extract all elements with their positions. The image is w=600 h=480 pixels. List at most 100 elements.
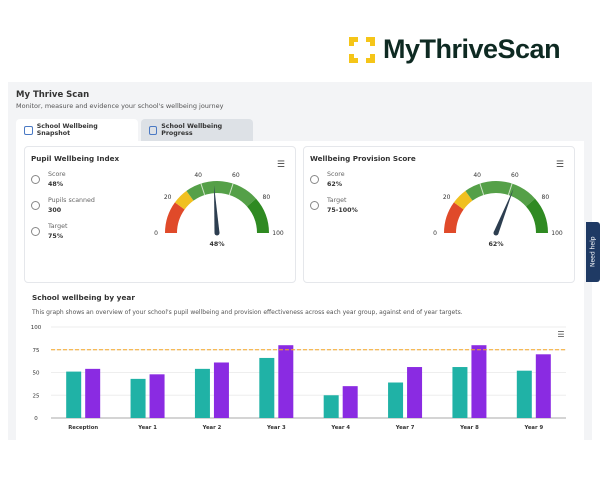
gauge-tick-label: 40 bbox=[473, 172, 481, 179]
calendar-icon bbox=[149, 125, 158, 135]
gauge-pivot bbox=[214, 230, 220, 236]
bar[interactable] bbox=[323, 395, 339, 418]
gauge-tick-label: 80 bbox=[542, 194, 550, 201]
score-icon bbox=[31, 175, 40, 184]
gauge-tick-label: 80 bbox=[263, 194, 271, 201]
x-tick-label: Year 4 bbox=[330, 425, 350, 431]
gauge-tick bbox=[479, 183, 485, 196]
bar[interactable] bbox=[149, 374, 165, 418]
gauge-band bbox=[465, 181, 536, 207]
gauge-band bbox=[526, 198, 548, 233]
gauge-needle bbox=[493, 188, 514, 234]
gauge-tick-label: 60 bbox=[511, 172, 519, 179]
stat-score: Score 48% bbox=[31, 171, 66, 188]
gauge-band bbox=[186, 181, 257, 207]
stat-value: 75-100% bbox=[327, 207, 358, 214]
help-label: Need help bbox=[589, 236, 597, 268]
gauge-tick-label: 0 bbox=[433, 230, 437, 237]
bar-chart: 0 25 50 75 100 Reception Year 1 Year 2 Year 3 Yea… bbox=[31, 325, 566, 431]
bar[interactable] bbox=[388, 382, 404, 418]
user-icon bbox=[31, 201, 40, 210]
stat-value: 300 bbox=[48, 207, 62, 214]
stat-value: 62% bbox=[327, 181, 343, 188]
tab-label: School Wellbeing Progress bbox=[161, 123, 223, 137]
logo-text: MyThriveScan bbox=[383, 34, 561, 64]
gauge-tick bbox=[507, 183, 513, 196]
bar[interactable] bbox=[452, 367, 468, 418]
bar[interactable] bbox=[66, 371, 82, 418]
page-title: My Thrive Scan bbox=[16, 90, 90, 100]
gauge: 0 20 40 60 80 100 48% bbox=[154, 172, 284, 248]
gauge-band bbox=[174, 190, 194, 210]
stat-label: Target bbox=[327, 197, 347, 204]
tab-snapshot[interactable]: School Wellbeing Snapshot bbox=[16, 119, 138, 141]
y-tick-label: 50 bbox=[33, 371, 40, 377]
stat-score: Score 62% bbox=[310, 171, 345, 188]
snapshot-panel: Pupil Wellbeing Index ☰ Score 48% Pupils … bbox=[16, 141, 584, 440]
target-icon bbox=[310, 201, 319, 210]
bar[interactable] bbox=[194, 368, 210, 418]
x-tick-label: Year 8 bbox=[459, 425, 479, 431]
x-tick-label: Year 1 bbox=[137, 425, 157, 431]
gauge-tick-label: 100 bbox=[551, 230, 563, 237]
x-tick-label: Year 3 bbox=[266, 425, 286, 431]
gauge-tick-label: 0 bbox=[154, 230, 158, 237]
chart-title: School wellbeing by year bbox=[32, 293, 135, 302]
gauge-band bbox=[444, 202, 464, 233]
stat-pupils: Pupils scanned 300 bbox=[31, 197, 95, 214]
stat-label: Pupils scanned bbox=[48, 197, 95, 204]
gauge-band bbox=[165, 202, 185, 233]
y-tick-label: 0 bbox=[34, 416, 38, 422]
card-title: Wellbeing Provision Score bbox=[310, 154, 416, 163]
bar[interactable] bbox=[130, 378, 146, 418]
tab-progress[interactable]: School Wellbeing Progress bbox=[141, 119, 253, 141]
bar[interactable] bbox=[516, 370, 532, 418]
need-help-button[interactable]: Need help bbox=[586, 222, 600, 282]
gauge-tick-label: 60 bbox=[232, 172, 240, 179]
tab-label: School Wellbeing Snapshot bbox=[36, 123, 98, 137]
logo: MyThriveScan bbox=[347, 34, 561, 65]
gauge-needle bbox=[213, 185, 220, 234]
bar[interactable] bbox=[213, 362, 229, 418]
x-tick-label: Reception bbox=[68, 425, 98, 431]
score-icon bbox=[310, 175, 319, 184]
provision-score-card: Wellbeing Provision Score ☰ Score 62% Tar… bbox=[303, 146, 575, 283]
year-chart-card: School wellbeing by year This graph show… bbox=[24, 289, 576, 440]
gauge: 0 20 40 60 80 100 62% bbox=[433, 172, 563, 248]
gauge-tick-label: 100 bbox=[272, 230, 284, 237]
bar[interactable] bbox=[535, 354, 551, 418]
x-tick-label: Year 9 bbox=[523, 425, 543, 431]
bar[interactable] bbox=[342, 386, 358, 418]
stat-target: Target 75% bbox=[31, 223, 67, 240]
app-window: My Thrive Scan Monitor, measure and evid… bbox=[8, 82, 592, 440]
target-icon bbox=[31, 227, 40, 236]
stat-label: Score bbox=[327, 171, 345, 178]
pupil-wellbeing-card: Pupil Wellbeing Index ☰ Score 48% Pupils … bbox=[24, 146, 296, 283]
gauge-tick-label: 40 bbox=[194, 172, 202, 179]
gauge-icon bbox=[24, 125, 33, 135]
x-tick-label: Year 7 bbox=[395, 425, 415, 431]
gauge-tick bbox=[200, 183, 206, 196]
gauge-tick-label: 20 bbox=[164, 194, 172, 201]
menu-icon[interactable]: ☰ bbox=[276, 160, 285, 170]
bar[interactable] bbox=[407, 367, 423, 418]
chart-description: This graph shows an overview of your sch… bbox=[32, 309, 463, 316]
gauge-pivot bbox=[493, 230, 499, 236]
gauge-tick bbox=[228, 183, 234, 196]
gauge-value: 62% bbox=[488, 241, 504, 248]
bar[interactable] bbox=[471, 345, 487, 418]
stat-label: Target bbox=[48, 223, 68, 230]
card-title: Pupil Wellbeing Index bbox=[31, 154, 120, 163]
gauge-band bbox=[453, 190, 473, 210]
bar[interactable] bbox=[85, 368, 101, 418]
bar[interactable] bbox=[259, 357, 275, 418]
logo-icon bbox=[349, 36, 375, 63]
y-tick-label: 25 bbox=[33, 393, 40, 399]
stat-value: 75% bbox=[48, 233, 64, 240]
menu-icon[interactable]: ☰ bbox=[555, 160, 564, 170]
y-tick-label: 100 bbox=[31, 325, 42, 331]
stat-label: Score bbox=[48, 171, 66, 178]
chart-menu-icon[interactable]: ☰ bbox=[557, 330, 564, 339]
page-subtitle: Monitor, measure and evidence your schoo… bbox=[16, 102, 224, 110]
bar[interactable] bbox=[278, 345, 294, 418]
